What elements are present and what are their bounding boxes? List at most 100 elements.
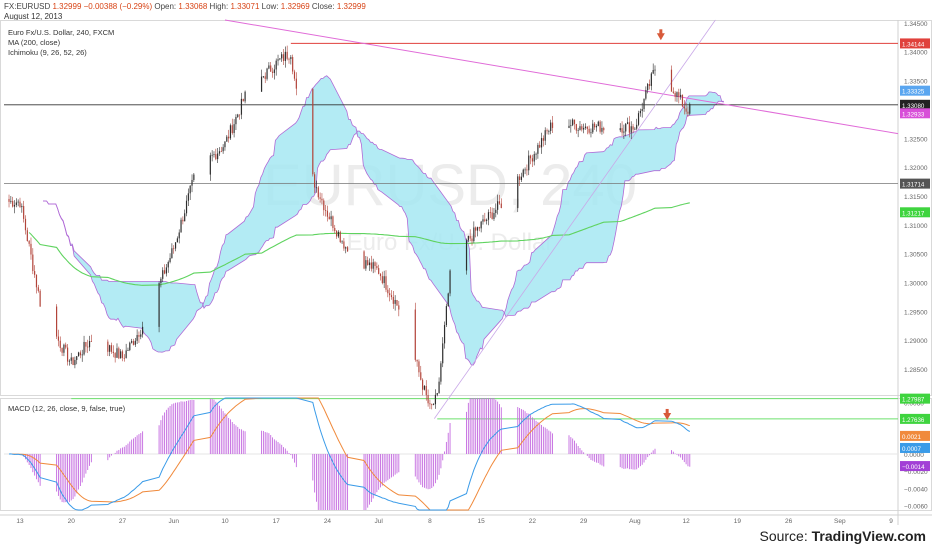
candle-body — [442, 343, 444, 364]
candle-body — [639, 110, 641, 114]
candle-body — [623, 131, 625, 133]
macd-tick-label: 0.0060 — [904, 400, 924, 407]
candle-body — [114, 353, 116, 358]
candle-body — [72, 357, 74, 366]
candle-body — [475, 227, 477, 231]
candle-body — [314, 174, 316, 188]
candle-body — [471, 238, 473, 242]
candle-body — [436, 392, 438, 395]
candle-body — [681, 94, 684, 107]
candle-body — [573, 119, 576, 125]
candle-body — [244, 91, 246, 102]
price-axis-tag — [900, 393, 930, 404]
candle-body — [315, 187, 318, 189]
candle-body — [687, 111, 689, 114]
chart-date: August 12, 2013 — [4, 12, 63, 21]
macd-line — [8, 397, 691, 511]
candle-body — [271, 71, 274, 73]
source-credit[interactable]: Source: TradingView.com — [759, 528, 926, 544]
candle-body — [65, 344, 67, 348]
candle-body — [341, 241, 343, 243]
candle-body — [176, 238, 178, 243]
candle-body — [222, 147, 224, 152]
ma-legend: MA (200, close) — [8, 38, 61, 47]
candle-body — [158, 283, 160, 327]
candle-body — [643, 98, 645, 110]
price-tick-label: 1.34500 — [904, 21, 928, 28]
candle-body — [469, 235, 471, 239]
price-tick-label: 1.32000 — [904, 165, 928, 172]
candle-body — [262, 76, 264, 78]
candle-body — [594, 123, 596, 128]
candle-body — [28, 241, 30, 244]
macd-signal-line — [9, 397, 690, 511]
candle-body — [167, 262, 169, 268]
candle-body — [142, 326, 144, 335]
macd-tick-label: −0.0040 — [904, 486, 928, 493]
candle-body — [482, 219, 484, 222]
candle-body — [35, 274, 38, 288]
candle-body — [107, 341, 109, 352]
candle-body — [24, 218, 27, 231]
time-tick-label: 15 — [478, 518, 486, 525]
candle-body — [110, 345, 113, 352]
candle-body — [217, 153, 219, 160]
time-tick-label: Jul — [375, 518, 384, 525]
candle-body — [184, 213, 186, 222]
candle-body — [279, 58, 281, 60]
candle-body — [171, 248, 173, 259]
candle-body — [57, 336, 60, 341]
candle-body — [15, 202, 17, 205]
time-tick-label: 24 — [324, 518, 332, 525]
time-tick-label: 22 — [529, 518, 537, 525]
candle-body — [127, 350, 129, 351]
candle-body — [134, 340, 136, 345]
candle-body — [240, 98, 243, 115]
candle-body — [345, 247, 347, 249]
candle-body — [526, 169, 528, 171]
candle-body — [37, 287, 39, 291]
candle-body — [626, 122, 629, 124]
candle-body — [645, 90, 647, 99]
candle-body — [570, 125, 572, 127]
candle-body — [218, 151, 221, 154]
candle-body — [540, 138, 543, 148]
candle-body — [19, 201, 21, 208]
price-down-arrow-stem — [659, 29, 663, 35]
candle-body — [678, 92, 680, 97]
candle-body — [632, 126, 634, 130]
price-tick-label: 1.32500 — [904, 136, 928, 143]
price-axis-tag — [900, 99, 930, 110]
price-axis-tag — [900, 178, 930, 189]
candle-body — [579, 126, 581, 130]
candle-body — [56, 306, 58, 337]
candle-body — [59, 340, 61, 348]
candle-body — [583, 127, 585, 130]
ichimoku-span-b — [43, 100, 724, 318]
candle-body — [140, 334, 142, 337]
candle-body — [83, 341, 85, 355]
candle-body — [332, 216, 334, 228]
time-tick-label: 20 — [68, 518, 76, 525]
candle-body — [209, 155, 211, 175]
candle-body — [487, 212, 490, 220]
low-value: 1.32969 — [280, 2, 310, 11]
candle-body — [120, 351, 122, 359]
time-tick-label: 9 — [889, 518, 893, 525]
candle-body — [572, 119, 574, 126]
candle-body — [365, 260, 367, 269]
candle-body — [672, 91, 674, 93]
price-tick-label: 1.29000 — [904, 338, 928, 345]
candle-body — [581, 126, 583, 130]
candle-body — [434, 394, 437, 405]
close-value: 1.32999 — [336, 2, 366, 11]
macd-tick-label: −0.0020 — [904, 469, 928, 476]
candle-body — [286, 51, 288, 59]
price-axis-tag — [900, 413, 930, 424]
candle-body — [66, 347, 69, 362]
candle-body — [125, 350, 127, 358]
candle-body — [239, 114, 241, 116]
candle-body — [575, 124, 577, 131]
time-tick-label: 13 — [16, 518, 24, 525]
